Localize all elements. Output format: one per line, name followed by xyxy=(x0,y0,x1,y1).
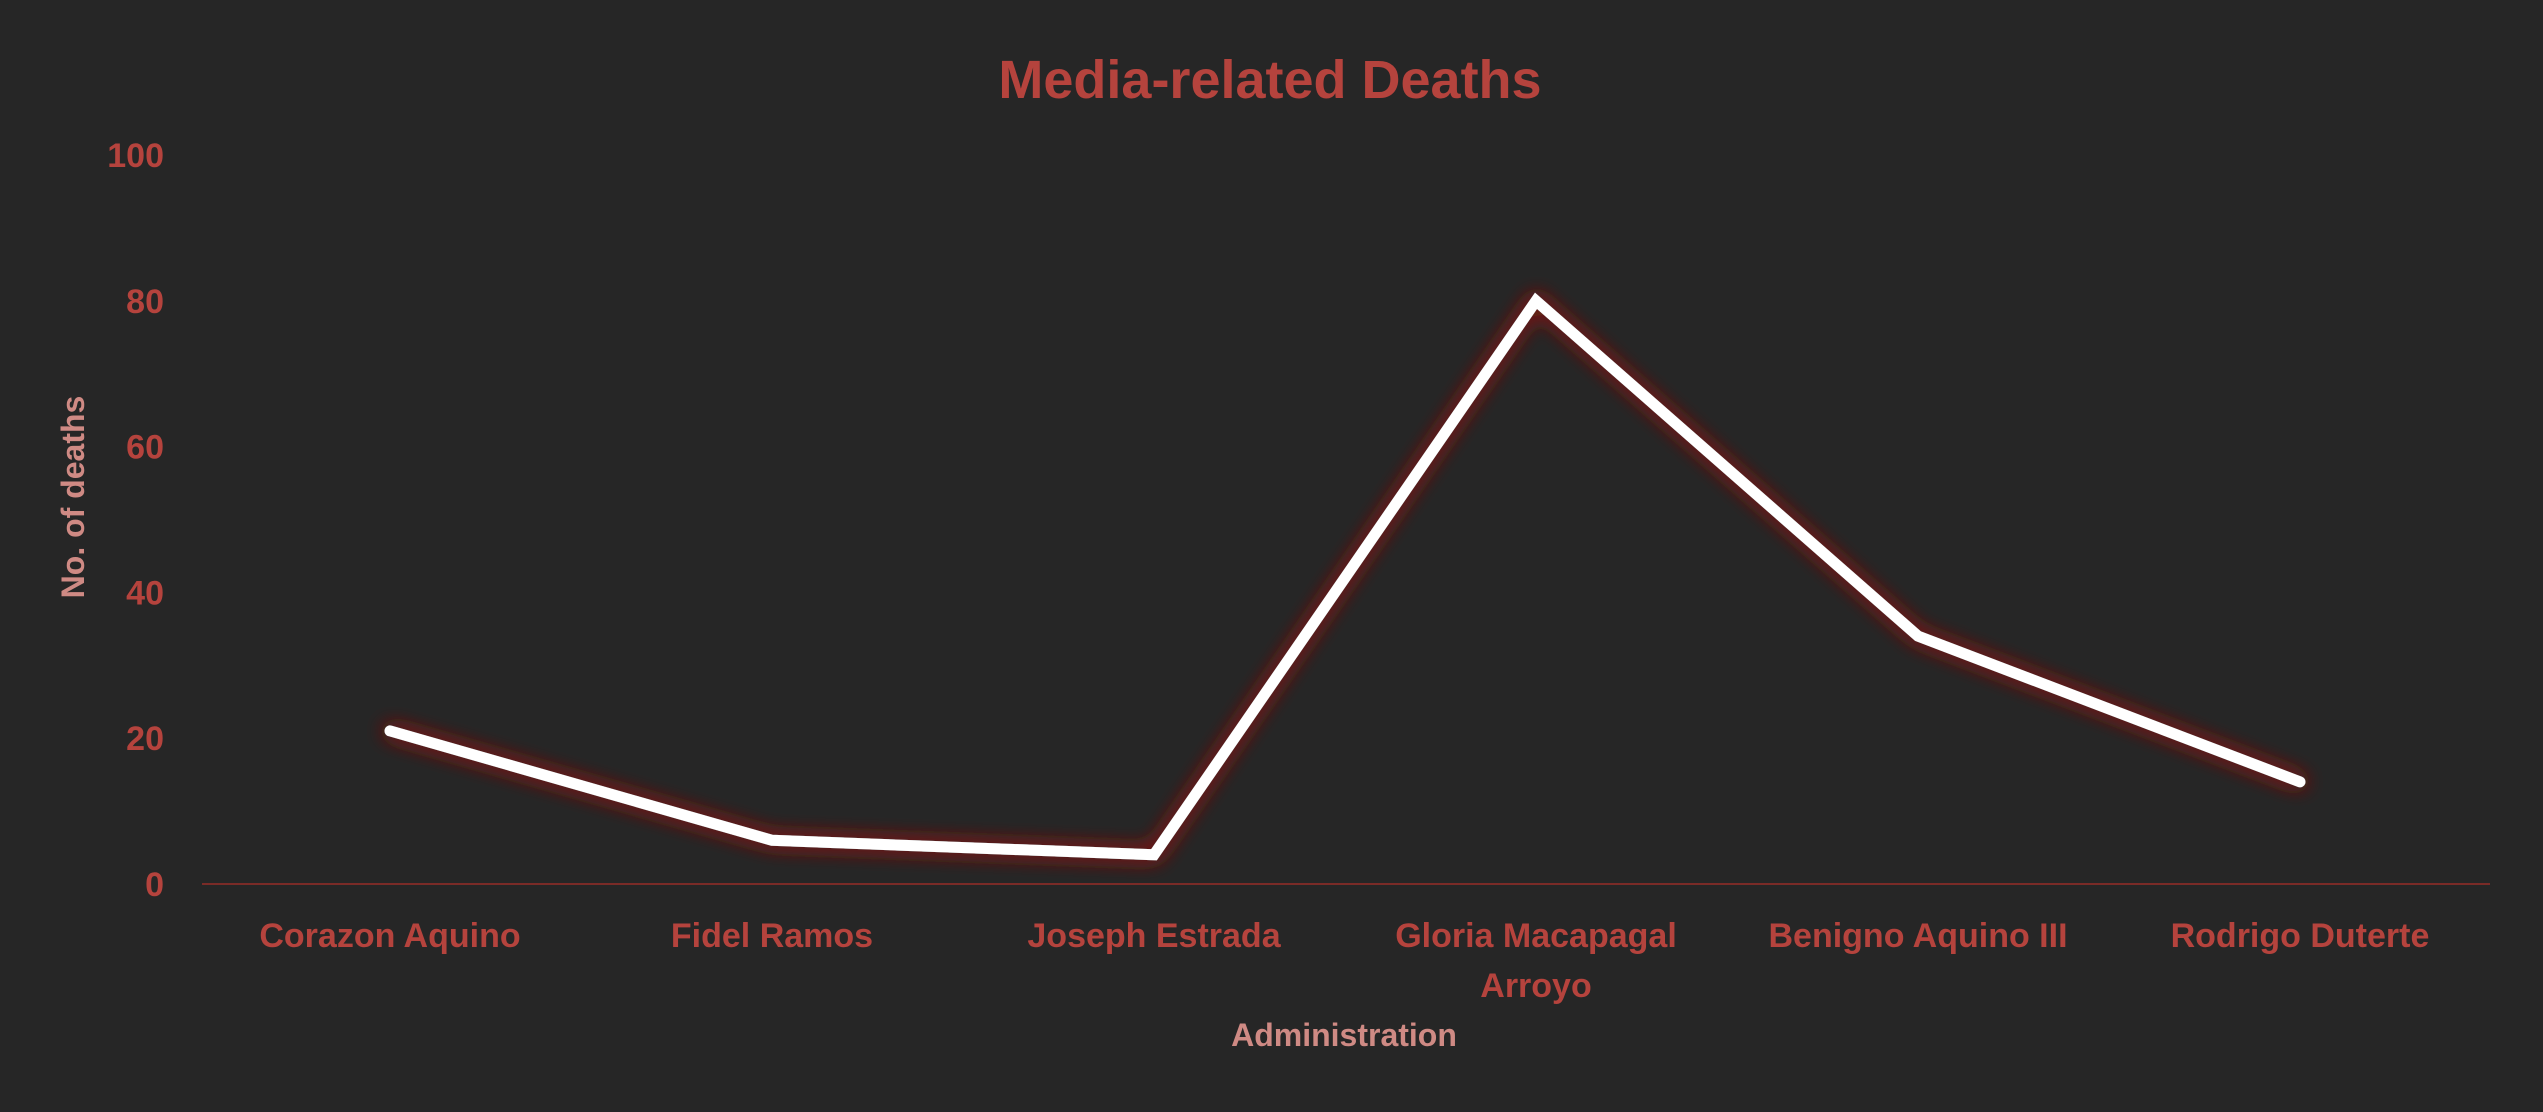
data-point xyxy=(1531,295,1541,306)
x-axis-ticks: Corazon Aquino Fidel Ramos Joseph Estrada G… xyxy=(259,917,2429,1005)
y-tick-label: 100 xyxy=(107,137,164,175)
series-layer xyxy=(384,292,2306,861)
x-tick-label: Joseph Estrada xyxy=(1027,917,1281,955)
y-axis-ticks: 0 20 40 60 80 100 xyxy=(107,137,164,904)
y-tick-label: 20 xyxy=(126,720,164,758)
x-tick-label: Corazon Aquino xyxy=(259,917,520,955)
data-point xyxy=(767,835,777,846)
x-tick-label: Rodrigo Duterte xyxy=(2171,917,2430,955)
y-tick-label: 40 xyxy=(126,574,164,612)
x-tick-label: Fidel Ramos xyxy=(671,917,873,955)
data-point xyxy=(1913,631,1923,642)
x-tick-label: Benigno Aquino III xyxy=(1768,917,2067,955)
y-tick-label: 0 xyxy=(145,866,164,904)
x-axis-title: Administration xyxy=(1231,1017,1457,1053)
x-tick-label: Gloria Macapagal Arroyo xyxy=(1395,917,1677,1005)
y-axis-title: No. of deaths xyxy=(55,396,91,599)
y-tick-label: 60 xyxy=(126,429,164,467)
chart-title: Media-related Deaths xyxy=(998,50,1541,110)
series-line xyxy=(384,292,2306,861)
data-point xyxy=(385,725,395,736)
data-point xyxy=(1149,849,1159,860)
data-point xyxy=(2295,776,2305,787)
y-tick-label: 80 xyxy=(126,283,164,321)
